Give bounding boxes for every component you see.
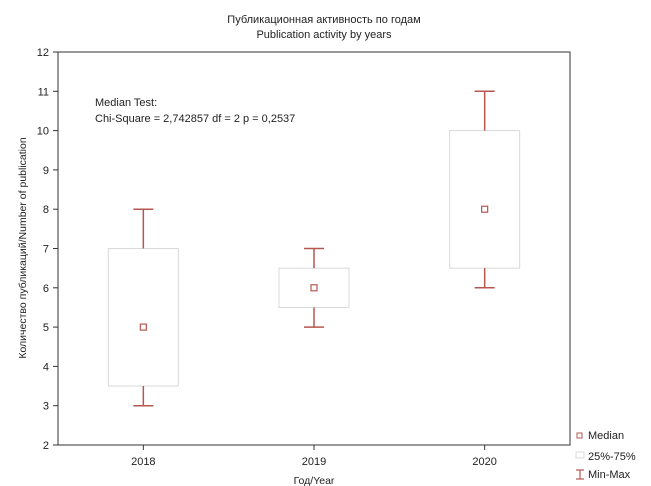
x-tick-label: 2019 [302,456,326,468]
box-2018 [107,208,179,407]
chart-title: Публикационная активность по годам [227,14,420,26]
y-tick-label: 2 [43,440,49,452]
box-series [107,90,521,407]
y-tick-label: 5 [43,322,49,334]
legend-median-label: Median [588,430,624,442]
y-tick-label: 9 [43,165,49,177]
iqr-box [278,267,350,308]
legend-minmax-icon [576,469,584,480]
median-marker [139,323,147,331]
iqr-box [449,130,521,269]
legend-iqr-box [575,451,585,459]
y-tick-label: 4 [43,361,49,373]
y-tick-label: 8 [43,204,49,216]
x-axis-label: Год/Year [294,475,335,486]
legend-minmax-label: Min-Max [588,469,631,481]
chart-subtitle: Publication activity by years [256,29,392,41]
y-axis-label: Количество публикаций/Number of publicat… [17,137,29,359]
chi-square-result: Chi-Square = 2,742857 df = 2 p = 0,2537 [95,113,295,125]
box-2019 [278,247,350,328]
x-tick-label: 2018 [131,456,155,468]
y-tick-label: 6 [43,283,49,295]
x-axis: 2018 2019 2020 [131,445,497,468]
x-tick-label: 2020 [472,456,496,468]
y-tick-label: 12 [37,47,49,59]
y-tick-label: 11 [38,86,49,98]
legend-iqr-label: 25%-75% [588,451,636,463]
y-axis: 2 3 4 5 6 7 8 9 10 11 12 [37,47,58,452]
median-marker [481,205,489,213]
y-tick-label: 7 [43,244,49,256]
legend-median-marker [576,432,583,439]
median-test-label: Median Test: [95,97,157,109]
median-marker [310,284,318,292]
y-tick-label: 3 [43,401,49,413]
y-tick-label: 10 [37,126,49,138]
box-2020 [449,90,521,289]
iqr-box [107,248,179,387]
legend: Median 25%-75% Min-Max [575,430,636,481]
